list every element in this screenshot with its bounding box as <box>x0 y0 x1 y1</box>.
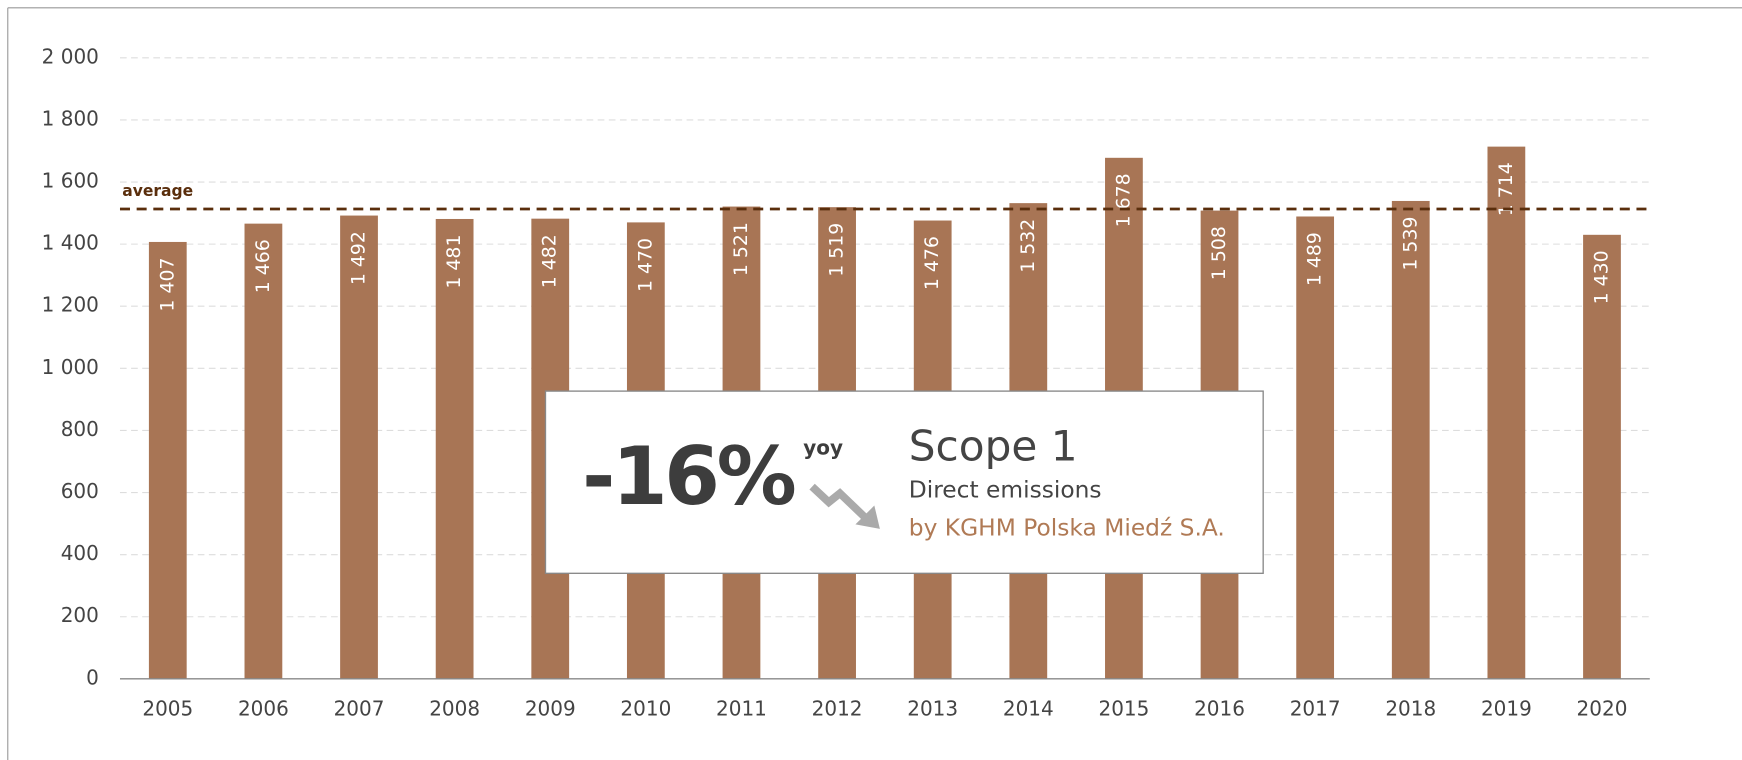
bar <box>244 223 283 679</box>
y-tick-label: 1 800 <box>42 106 99 130</box>
value-label: 1 714 <box>1495 162 1517 216</box>
y-tick-label: 1 600 <box>42 169 99 193</box>
x-tick-label: 2016 <box>1194 696 1245 720</box>
annotation-box: -16% yoy Scope 1 Direct emissions by KGH… <box>544 390 1264 574</box>
trend-arrow <box>809 483 870 522</box>
y-tick-label: 200 <box>61 603 99 627</box>
value-label: 1 521 <box>730 222 752 276</box>
bar <box>1487 146 1526 679</box>
x-tick-label: 2018 <box>1385 696 1436 720</box>
value-label: 1 476 <box>921 236 943 290</box>
bar <box>340 215 378 679</box>
value-label: 1 489 <box>1304 232 1326 286</box>
x-tick-label: 2020 <box>1577 696 1628 720</box>
bar <box>435 218 474 679</box>
box-subtitle: Direct emissions <box>909 476 1102 504</box>
value-label: 1 519 <box>826 223 848 277</box>
value-label: 1 508 <box>1208 226 1230 280</box>
y-tick-label: 0 <box>86 665 99 689</box>
bar <box>1583 234 1621 679</box>
y-tick-label: 1 000 <box>42 355 99 379</box>
value-label: 1 466 <box>252 239 274 293</box>
change-value: -16% <box>582 430 794 523</box>
value-label: 1 492 <box>348 231 370 285</box>
x-tick-label: 2008 <box>429 696 480 720</box>
value-label: 1 482 <box>539 234 561 288</box>
bar <box>148 241 187 679</box>
value-label: 1 481 <box>443 235 465 289</box>
x-tick-label: 2015 <box>1098 696 1149 720</box>
y-tick-label: 800 <box>61 417 99 441</box>
x-tick-label: 2013 <box>907 696 958 720</box>
bar <box>1391 200 1430 679</box>
value-label: 1 532 <box>1017 219 1039 273</box>
value-label: 1 407 <box>156 258 178 312</box>
y-tick-label: 2 000 <box>42 44 99 68</box>
x-tick-label: 2011 <box>716 696 767 720</box>
value-label: 1 430 <box>1590 250 1612 304</box>
average-label: average <box>122 182 193 200</box>
value-label: 1 470 <box>634 238 656 292</box>
bar <box>1296 216 1335 679</box>
period: yoy <box>803 435 843 459</box>
plot: 0 200 400 600 800 1 000 1 200 1 400 1 600 1 800 2 … <box>42 44 1650 720</box>
x-tick-label: 2019 <box>1481 696 1532 720</box>
x-tick-label: 2014 <box>1003 696 1054 720</box>
x-tick-label: 2009 <box>525 696 576 720</box>
x-tick-label: 2005 <box>142 696 193 720</box>
y-tick-label: 400 <box>61 541 99 565</box>
y-tick-label: 600 <box>61 479 99 503</box>
y-tick-label: 1 200 <box>42 293 99 317</box>
box-title: Scope 1 <box>909 421 1078 470</box>
x-tick-label: 2017 <box>1290 696 1341 720</box>
value-label: 1 539 <box>1399 217 1421 271</box>
annotation-frame <box>544 390 1264 574</box>
x-tick-label: 2007 <box>334 696 385 720</box>
trend-arrowhead <box>855 505 880 529</box>
value-label: 1 678 <box>1112 173 1134 227</box>
x-tick-label: 2006 <box>238 696 289 720</box>
box-source: by KGHM Polska Miedź S.A. <box>909 513 1225 541</box>
x-tick-label: 2012 <box>812 696 863 720</box>
x-tick-label: 2010 <box>620 696 671 720</box>
y-tick-label: 1 400 <box>42 231 99 255</box>
